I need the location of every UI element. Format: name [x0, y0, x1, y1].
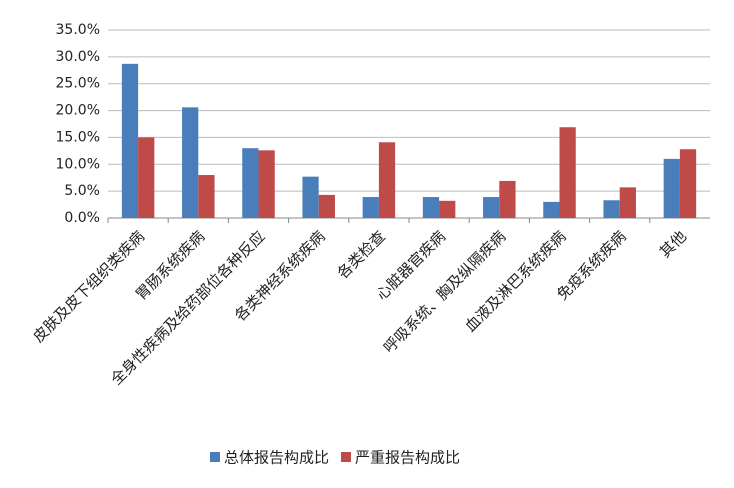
y-tick-label: 25.0%	[56, 76, 100, 92]
x-tick-label: 血液及淋巴系统疾病	[461, 227, 569, 335]
bar	[198, 175, 215, 218]
y-tick-label: 10.0%	[56, 156, 100, 172]
x-tick-label: 各类检查	[334, 227, 389, 282]
bar	[121, 63, 139, 219]
legend-swatch	[341, 452, 352, 462]
y-tick-label: 15.0%	[56, 129, 100, 145]
y-tick-label: 30.0%	[56, 49, 100, 65]
bar	[543, 201, 560, 218]
bar	[258, 150, 275, 218]
bar	[362, 197, 379, 218]
bar	[242, 148, 259, 218]
bar	[138, 137, 155, 218]
bar	[483, 197, 500, 218]
bar	[619, 187, 636, 218]
legend-label: 严重报告构成比	[355, 449, 460, 467]
y-tick-label: 35.0%	[56, 22, 100, 38]
bar	[378, 142, 396, 218]
y-tick-label: 20.0%	[56, 103, 100, 119]
x-tick-label: 皮肤及皮下组织类疾病	[29, 227, 148, 346]
x-tick-label: 呼吸系统、胸及纵隔疾病	[380, 227, 509, 356]
bar	[559, 127, 576, 218]
legend-label: 总体报告构成比	[224, 449, 329, 467]
bar	[302, 176, 319, 218]
bar	[603, 200, 620, 218]
bar	[182, 107, 199, 218]
legend-swatch	[210, 452, 220, 462]
y-tick-label: 0.0%	[64, 210, 100, 226]
bar	[499, 180, 516, 218]
bar	[439, 200, 456, 218]
bar	[422, 197, 440, 218]
bar	[318, 194, 335, 218]
bar	[679, 149, 697, 218]
bar	[663, 158, 680, 218]
x-tick-label: 其他	[656, 227, 690, 261]
y-tick-label: 5.0%	[64, 183, 100, 199]
